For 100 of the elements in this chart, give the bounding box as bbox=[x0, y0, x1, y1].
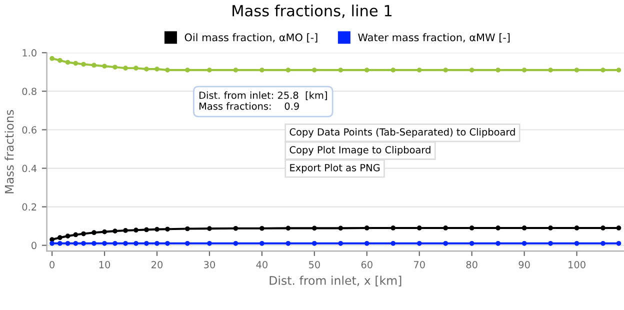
point bbox=[57, 235, 62, 240]
point bbox=[57, 58, 62, 63]
point bbox=[165, 68, 170, 72]
point bbox=[184, 68, 190, 72]
x-tick-label: 30 bbox=[204, 260, 216, 268]
point bbox=[443, 240, 448, 246]
point bbox=[92, 62, 96, 68]
point bbox=[443, 226, 448, 230]
point bbox=[81, 240, 86, 246]
point bbox=[260, 240, 264, 246]
point bbox=[184, 240, 190, 246]
point bbox=[469, 226, 474, 230]
point bbox=[154, 66, 160, 72]
annotation: Copy Data Points (Tab-Separated) to Clipboard bbox=[290, 128, 515, 138]
x-axis-title: Dist. from inlet, x [km] bbox=[270, 276, 402, 286]
point bbox=[134, 66, 138, 71]
point bbox=[416, 240, 422, 246]
point bbox=[165, 226, 170, 232]
point bbox=[548, 240, 553, 246]
point bbox=[616, 240, 622, 246]
point bbox=[522, 240, 527, 246]
point bbox=[50, 56, 54, 61]
point bbox=[574, 226, 580, 230]
point bbox=[574, 68, 580, 72]
point bbox=[260, 226, 264, 231]
point bbox=[112, 228, 118, 234]
chart-title: Mass fractions, line 1 bbox=[232, 4, 392, 18]
point bbox=[548, 226, 553, 230]
point bbox=[81, 62, 86, 67]
point bbox=[207, 240, 212, 246]
point bbox=[233, 240, 238, 246]
point bbox=[92, 230, 96, 236]
point bbox=[184, 226, 190, 232]
point bbox=[416, 68, 422, 72]
point bbox=[144, 227, 149, 232]
y-tick-label: 0.6 bbox=[22, 126, 36, 134]
point bbox=[154, 240, 160, 246]
y-tick-label: 0 bbox=[32, 242, 36, 250]
point bbox=[207, 226, 212, 231]
x-tick-label: 80 bbox=[466, 260, 478, 268]
point bbox=[364, 68, 370, 72]
annotation: Copy Plot Image to Clipboard bbox=[290, 146, 430, 156]
point bbox=[134, 228, 138, 233]
annotation: Dist. from inlet: 25.8 [km] Mass fractions: 0.9 bbox=[199, 91, 327, 110]
point bbox=[312, 240, 317, 246]
point bbox=[102, 229, 107, 234]
point bbox=[522, 226, 527, 230]
point bbox=[338, 226, 344, 231]
x-tick-label: 100 bbox=[568, 260, 586, 268]
legend-label: Oil mass fraction, αMO [-] bbox=[184, 33, 318, 43]
point bbox=[286, 226, 291, 231]
annotation: Export Plot as PNG bbox=[290, 164, 380, 174]
point bbox=[600, 226, 606, 230]
point bbox=[548, 68, 553, 72]
x-tick-label: 40 bbox=[256, 260, 268, 268]
x-tick-label: 10 bbox=[99, 260, 110, 268]
y-tick-label: 0.2 bbox=[22, 203, 36, 211]
point bbox=[286, 240, 291, 246]
point bbox=[65, 240, 70, 246]
y-tick-label: 1.0 bbox=[22, 49, 36, 57]
x-tick-label: 70 bbox=[414, 260, 425, 268]
point bbox=[390, 240, 396, 246]
point bbox=[496, 226, 500, 230]
x-tick-label: 60 bbox=[361, 260, 372, 268]
point bbox=[312, 226, 317, 231]
point bbox=[207, 68, 212, 72]
x-tick-label: 90 bbox=[518, 260, 530, 268]
point bbox=[522, 68, 527, 72]
point bbox=[233, 68, 238, 72]
point bbox=[469, 68, 474, 72]
point bbox=[102, 64, 107, 69]
point bbox=[144, 66, 149, 72]
point bbox=[65, 234, 70, 239]
point bbox=[102, 240, 107, 246]
point bbox=[416, 226, 422, 230]
point bbox=[123, 240, 128, 246]
point bbox=[390, 226, 396, 230]
point bbox=[73, 240, 78, 246]
y-axis-title: Mass fractions bbox=[4, 110, 14, 194]
y-tick-label: 0.8 bbox=[22, 88, 36, 96]
point bbox=[81, 231, 86, 236]
point bbox=[154, 226, 160, 232]
point bbox=[123, 66, 128, 71]
point bbox=[260, 68, 264, 72]
x-tick-label: 50 bbox=[308, 260, 320, 268]
point bbox=[73, 232, 78, 238]
point bbox=[50, 237, 54, 242]
point bbox=[364, 240, 370, 246]
point bbox=[338, 240, 344, 246]
point bbox=[65, 60, 70, 65]
x-tick-label: 20 bbox=[152, 260, 163, 268]
point bbox=[574, 240, 580, 246]
point bbox=[496, 240, 500, 246]
point bbox=[469, 240, 474, 246]
point bbox=[286, 68, 291, 72]
point bbox=[496, 68, 500, 72]
point bbox=[364, 226, 370, 230]
point bbox=[50, 240, 54, 246]
legend-label: Water mass fraction, αMW [-] bbox=[358, 33, 510, 43]
point bbox=[134, 240, 138, 246]
